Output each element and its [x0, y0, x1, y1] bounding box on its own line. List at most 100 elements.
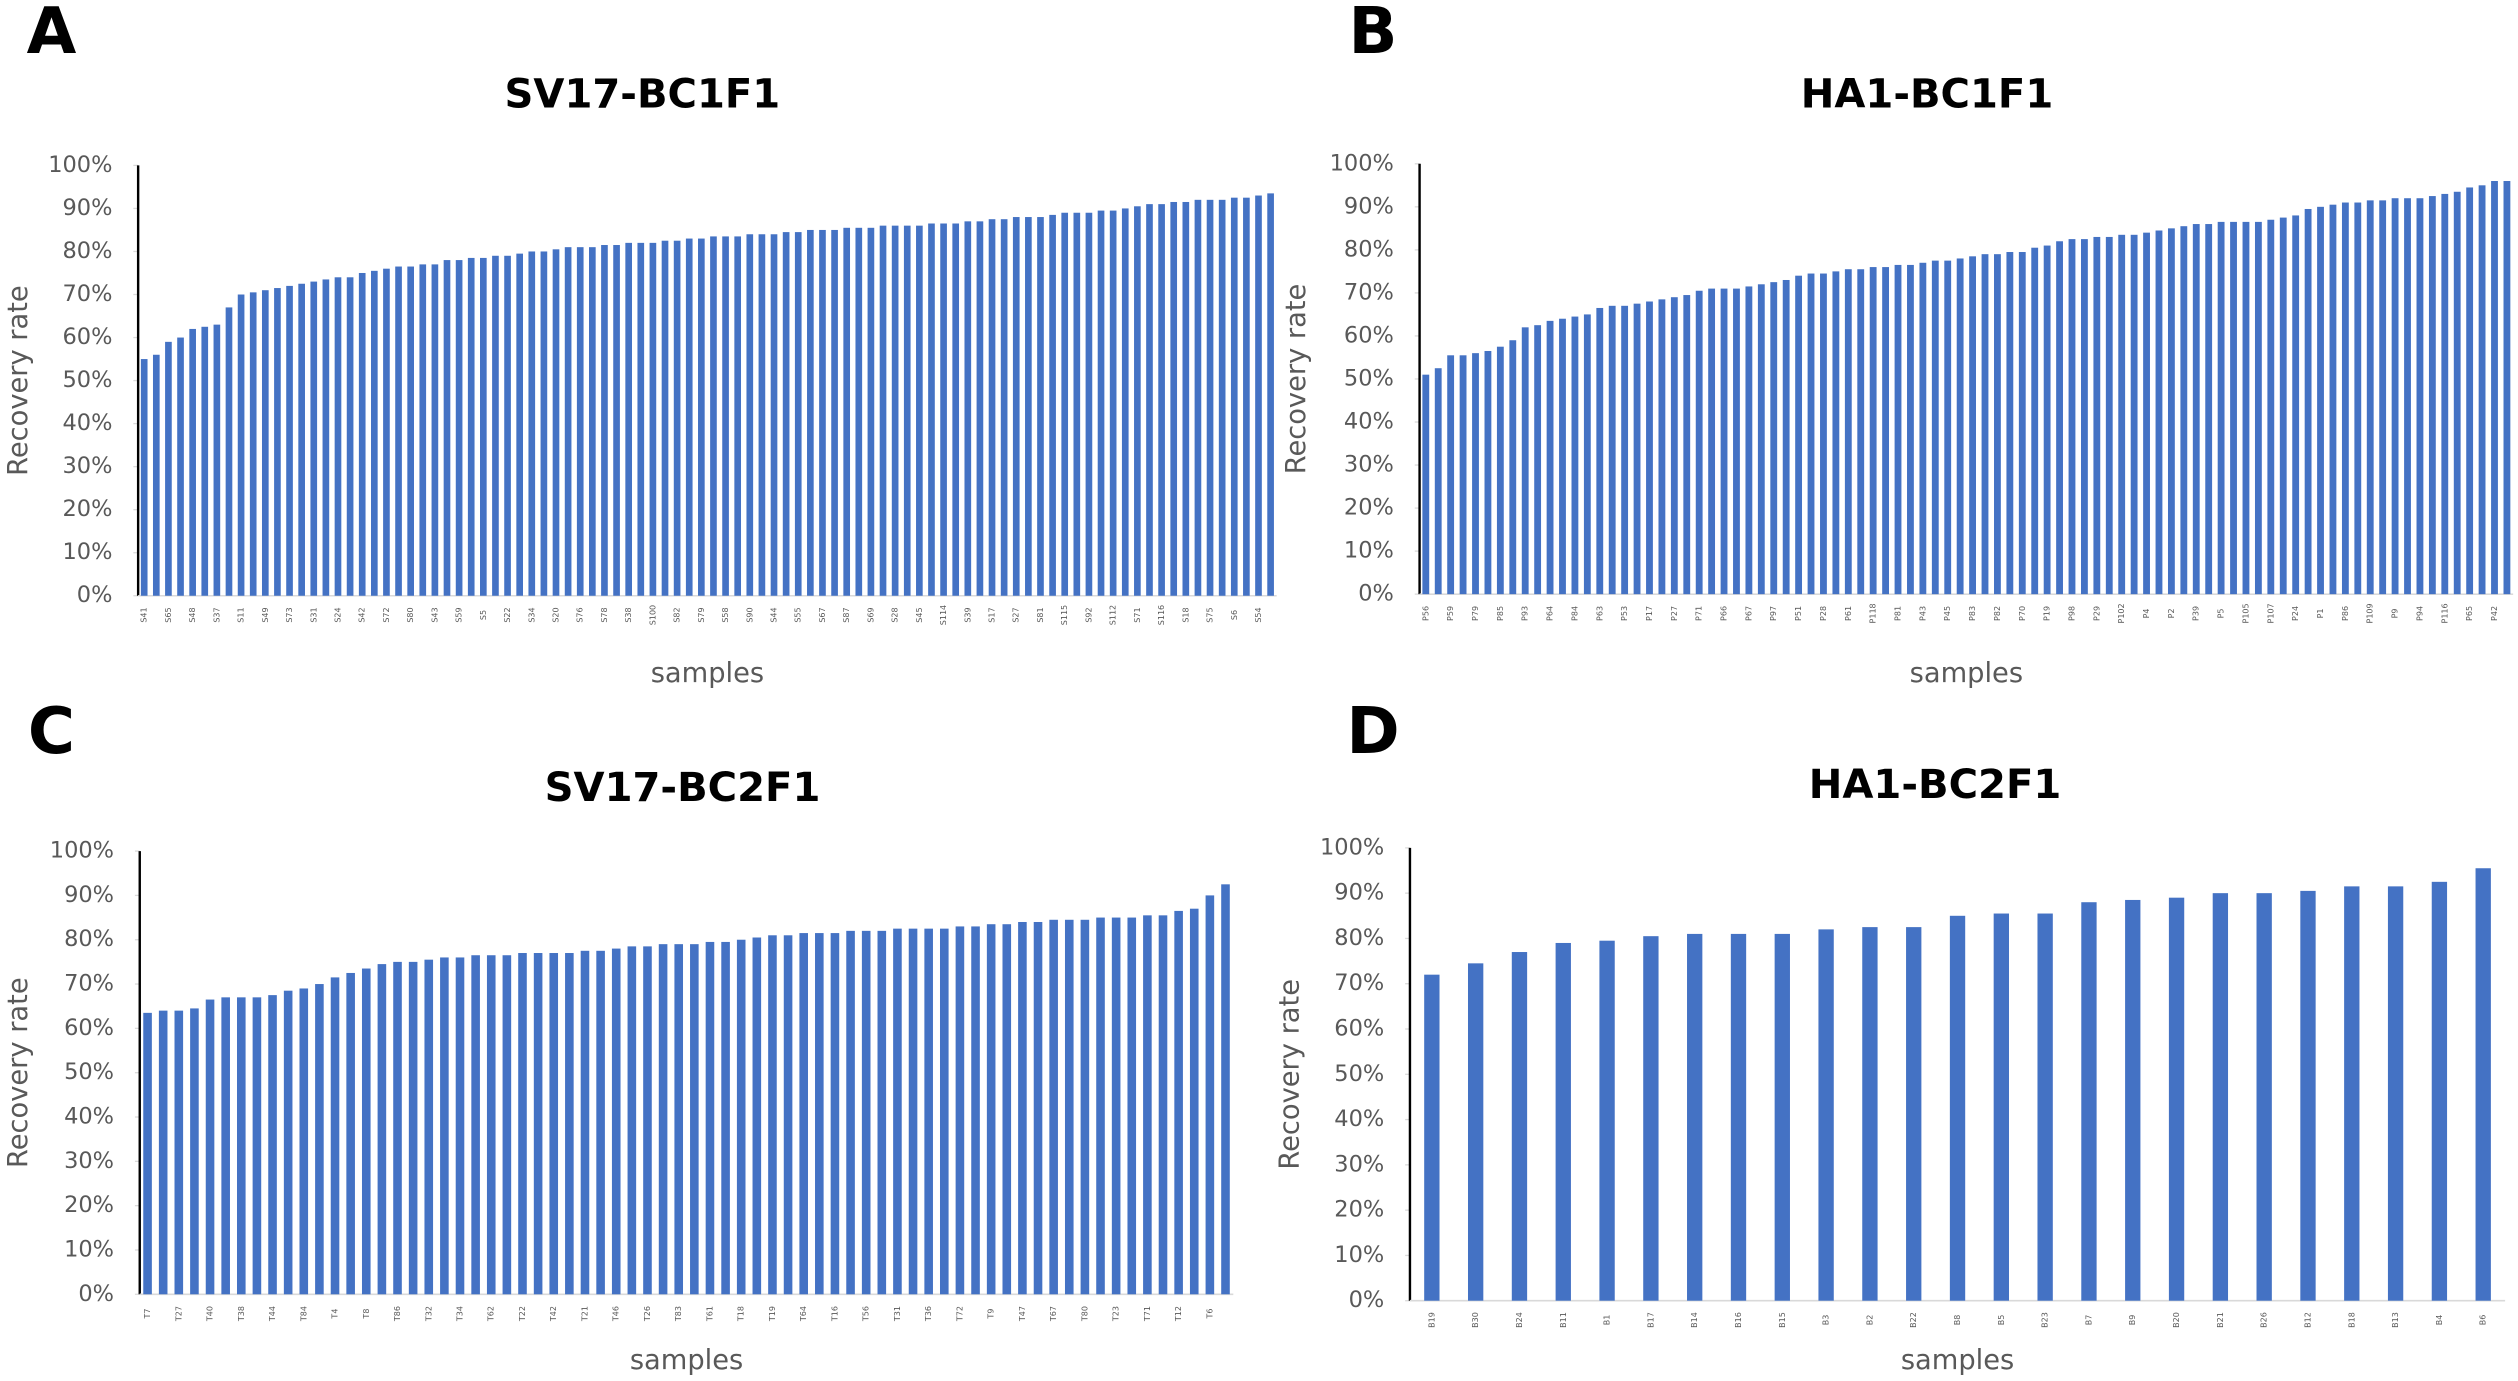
bar [1049, 919, 1058, 1295]
y-tick-label: 10% [1334, 1242, 1384, 1268]
y-tick-label: 70% [1344, 279, 1394, 305]
x-tick-label: P19 [2043, 606, 2052, 621]
x-tick-label: S82 [673, 607, 682, 622]
x-tick-label: T16 [830, 1306, 839, 1322]
bar [1509, 340, 1517, 595]
x-tick-label: S76 [576, 607, 585, 622]
x-tick-label: S17 [988, 607, 997, 622]
bar [928, 223, 935, 596]
x-tick-label: B2 [1865, 1315, 1874, 1326]
x-tick-label: T62 [487, 1306, 496, 1322]
y-axis-title: Recovery rate [3, 977, 34, 1168]
x-tick-label: S42 [358, 607, 367, 622]
bar [1255, 195, 1262, 596]
x-axis-title: samples [1910, 658, 2023, 689]
x-tick-label: P105 [2241, 603, 2250, 623]
bar [1012, 217, 1020, 596]
bar [2341, 202, 2349, 595]
bar [1906, 927, 1922, 1301]
bar [564, 247, 572, 596]
x-tick-label: P82 [1993, 606, 2002, 621]
x-tick-label: B14 [1690, 1312, 1699, 1328]
bar [1097, 210, 1105, 596]
x-tick-label: P29 [2092, 606, 2101, 621]
bar [2279, 217, 2287, 595]
bar [1818, 929, 1834, 1301]
bar [855, 227, 863, 596]
bar [1018, 921, 1027, 1295]
x-tick-label: B11 [1559, 1312, 1568, 1328]
bar [939, 928, 949, 1295]
x-tick-label: S41 [140, 607, 149, 622]
bar [1061, 212, 1069, 596]
bar [2180, 226, 2188, 595]
bar [502, 955, 512, 1295]
x-tick-label: B3 [1822, 1315, 1831, 1326]
bar [346, 972, 355, 1295]
x-tick-label: S115 [1060, 605, 1069, 625]
x-tick-label: S81 [1036, 607, 1045, 622]
bar [627, 946, 637, 1295]
bar [2155, 230, 2163, 595]
bar [236, 997, 246, 1295]
bar [540, 251, 548, 596]
bar [2093, 236, 2101, 595]
x-tick-label: P84 [1570, 606, 1579, 621]
y-tick-label: 100% [1320, 834, 1384, 860]
x-tick-label: S114 [939, 605, 948, 625]
x-tick-label: T7 [143, 1309, 152, 1320]
bar [613, 245, 620, 596]
bar [1956, 258, 1964, 595]
x-tick-label: T19 [768, 1306, 777, 1322]
bar [1583, 314, 1591, 595]
x-tick-label: T64 [799, 1306, 808, 1322]
x-tick-label: T40 [206, 1306, 215, 1322]
y-tick-label: 70% [62, 281, 112, 307]
bar [746, 234, 754, 596]
bar [2192, 224, 2200, 595]
chart-title: SV17-BC1F1 [505, 71, 781, 117]
x-tick-label: T8 [362, 1309, 371, 1320]
bar [1080, 919, 1090, 1295]
bar [710, 236, 717, 596]
bar [298, 283, 305, 596]
bar [611, 948, 621, 1295]
x-tick-label: P109 [2366, 603, 2375, 623]
x-tick-label: P42 [2490, 606, 2499, 621]
bar [1496, 346, 1504, 595]
x-tick-label: T80 [1080, 1306, 1089, 1322]
x-tick-label: S69 [866, 607, 875, 622]
bar [819, 229, 826, 596]
bar [1000, 219, 1008, 596]
x-tick-label: B20 [2172, 1312, 2181, 1328]
bar [649, 242, 657, 596]
x-tick-label: S112 [1109, 605, 1118, 625]
bar [1807, 273, 1815, 595]
bar [177, 337, 184, 596]
x-tick-label: B7 [2084, 1315, 2093, 1326]
bar [955, 926, 965, 1295]
bar [705, 941, 715, 1295]
bar [2453, 191, 2461, 595]
bar [165, 341, 172, 596]
bar [283, 990, 293, 1295]
x-tick-label: P51 [1794, 606, 1803, 621]
bar [2212, 893, 2229, 1301]
bar [252, 997, 262, 1295]
x-tick-label: T12 [1174, 1306, 1183, 1322]
bar [1571, 316, 1579, 595]
bar [988, 219, 996, 596]
x-tick-label: P1 [2316, 608, 2325, 618]
bar [370, 270, 378, 596]
bar [1795, 275, 1803, 595]
bar [1033, 921, 1043, 1295]
bar [408, 961, 418, 1295]
bar [596, 950, 605, 1295]
x-tick-label: T31 [893, 1306, 902, 1322]
bar [407, 266, 414, 596]
bar [1206, 199, 1214, 596]
x-tick-label: S27 [1012, 607, 1021, 622]
x-tick-label: T4 [331, 1309, 340, 1320]
bar [908, 928, 918, 1295]
x-tick-label: P27 [1670, 606, 1679, 621]
